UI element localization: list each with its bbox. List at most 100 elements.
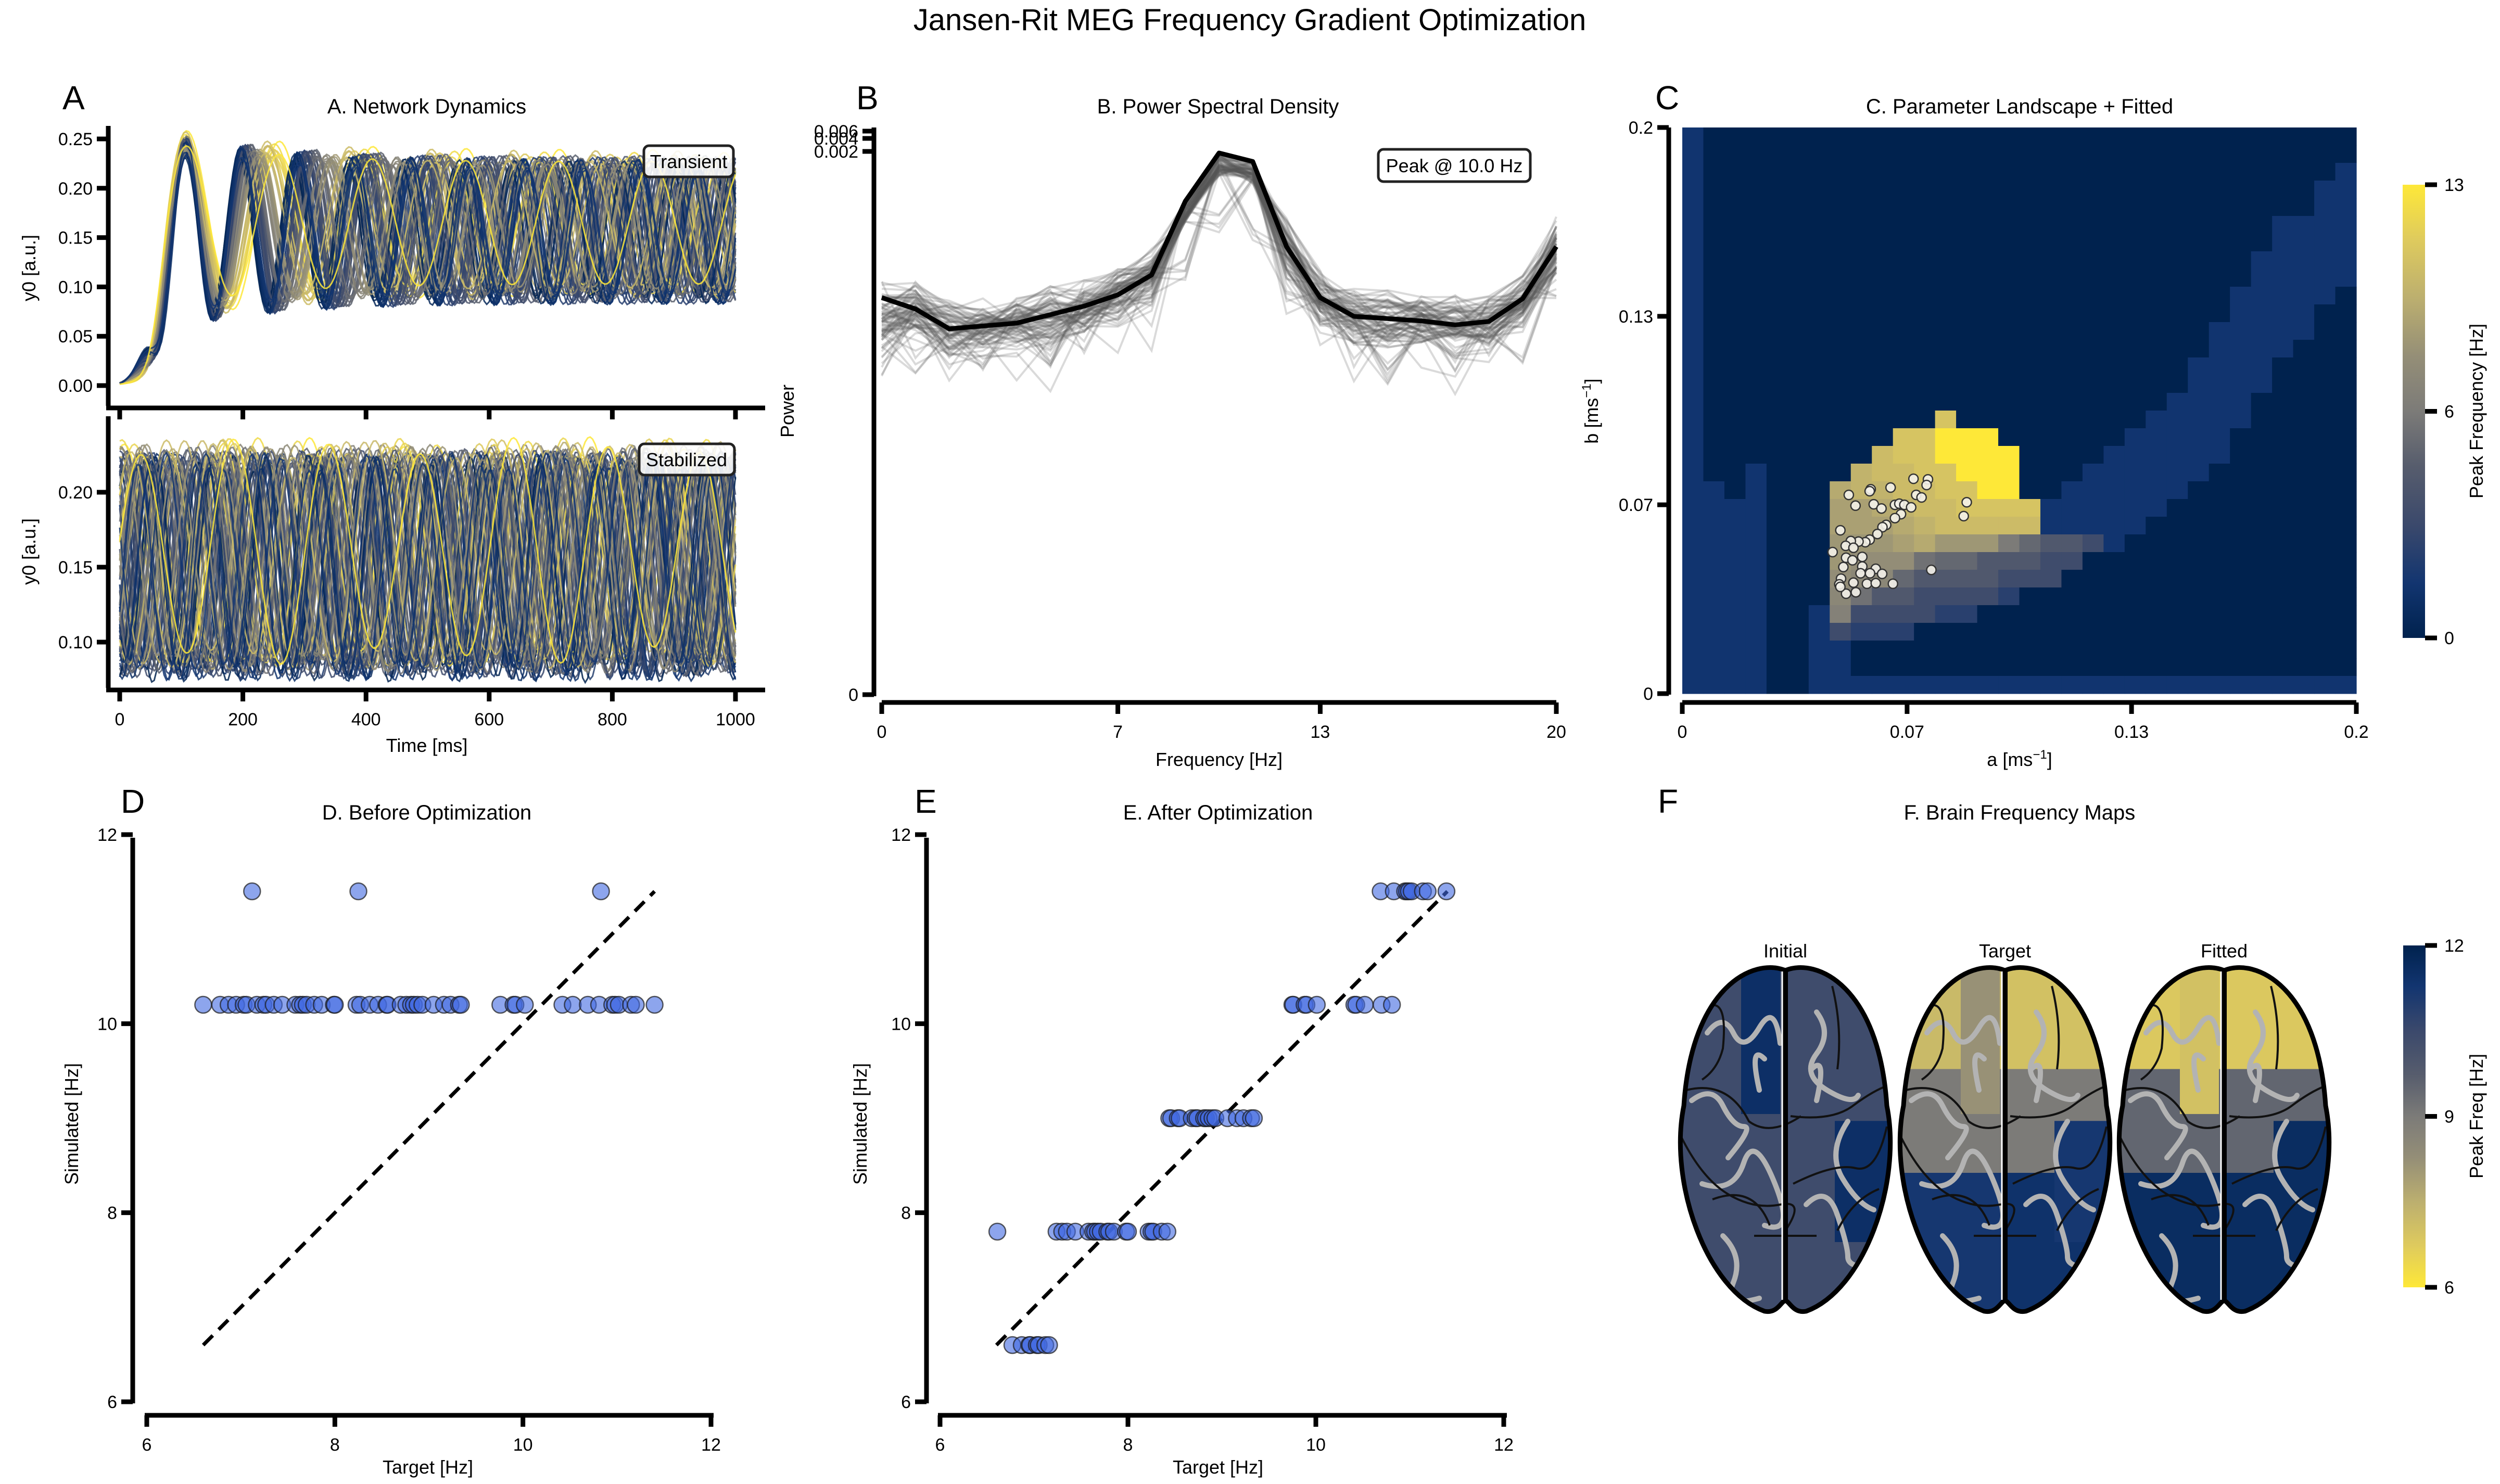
- heatmap-cell: [1703, 428, 1725, 446]
- fitted-point: [1848, 542, 1859, 554]
- psd-trace: [881, 165, 1557, 360]
- e-scatter-points: [988, 882, 1456, 1354]
- a2-y-label: y0 [a.u.]: [18, 518, 40, 585]
- heatmap-cell: [2272, 534, 2294, 553]
- heatmap-cell: [2335, 340, 2357, 358]
- heatmap-cell: [2103, 534, 2125, 553]
- heatmap-cell: [2314, 322, 2336, 340]
- heatmap-cell: [1787, 446, 1809, 464]
- heatmap-cell: [1914, 375, 1936, 393]
- heatmap-cell: [2019, 534, 2041, 553]
- psd-trace: [881, 165, 1557, 386]
- heatmap-cell: [1724, 481, 1746, 500]
- a2-xtick-label: 400: [351, 710, 381, 730]
- heatmap-cell: [1787, 393, 1809, 411]
- psd-trace: [881, 168, 1557, 364]
- heatmap-cell: [2335, 428, 2357, 446]
- heatmap-cell: [2124, 481, 2146, 500]
- fitted-point: [1850, 500, 1861, 511]
- heatmap-cell: [2103, 234, 2125, 252]
- heatmap-cell: [1977, 127, 1999, 146]
- heatmap-cell: [1682, 464, 1704, 482]
- a2-y-ticks: 0.10 0.15 0.20: [58, 483, 108, 653]
- psd-trace: [881, 162, 1557, 373]
- heatmap-cell: [1745, 446, 1767, 464]
- heatmap-cell: [2061, 216, 2083, 234]
- heatmap-cell: [1977, 145, 1999, 163]
- heatmap-cell: [1808, 322, 1830, 340]
- heatmap-cell: [2188, 464, 2210, 482]
- heatmap-cell: [2019, 517, 2041, 535]
- heatmap-cell: [2082, 393, 2104, 411]
- heatmap-cell: [1956, 340, 1978, 358]
- heatmap-cell: [2146, 322, 2167, 340]
- heatmap-cell: [1872, 234, 1894, 252]
- heatmap-cell: [1724, 269, 1746, 287]
- heatmap-cell: [1830, 269, 1851, 287]
- psd-trace: [881, 167, 1557, 366]
- psd-trace: [881, 162, 1557, 331]
- heatmap-cell: [2146, 269, 2167, 287]
- heatmap-cell: [2188, 322, 2210, 340]
- heatmap-cell: [2082, 428, 2104, 446]
- heatmap-cell: [2335, 623, 2357, 641]
- heatmap-cell: [1935, 517, 1957, 535]
- fitted-point: [1838, 561, 1849, 573]
- heatmap-cell: [2230, 198, 2252, 216]
- heatmap-cell: [2103, 481, 2125, 500]
- heatmap-cell: [1766, 446, 1788, 464]
- heatmap-cell: [1724, 181, 1746, 199]
- psd-trace: [881, 164, 1557, 332]
- c-xtick-label: 0.07: [1890, 722, 1924, 742]
- heatmap-cell: [1850, 411, 1872, 429]
- heatmap-cell: [2314, 216, 2336, 234]
- heatmap-cell: [2335, 304, 2357, 323]
- stabilized-trace: [119, 446, 737, 673]
- heatmap-cell: [1724, 287, 1746, 305]
- heatmap-cell: [1682, 181, 1704, 199]
- fitted-point: [1872, 528, 1883, 540]
- panel-letter-f: F: [1658, 783, 1678, 820]
- a2-xtick-label: 1000: [716, 710, 755, 730]
- heatmap-cell: [2166, 181, 2188, 199]
- fitted-point: [1926, 565, 1937, 575]
- heatmap-cell: [2251, 216, 2273, 234]
- b-ytick-label: 0.006: [814, 122, 858, 142]
- heatmap-cell: [2209, 287, 2230, 305]
- heatmap-cell: [1745, 587, 1767, 606]
- heatmap-cell: [2293, 464, 2315, 482]
- heatmap-cell: [2293, 163, 2315, 181]
- heatmap-cell: [1998, 145, 2020, 163]
- heatmap-cell: [2019, 570, 2041, 588]
- heatmap-cell: [2272, 287, 2294, 305]
- heatmap-cell: [2166, 304, 2188, 323]
- heatmap-cell: [2082, 304, 2104, 323]
- heatmap-cell: [2188, 570, 2210, 588]
- heatmap-cell: [1766, 251, 1788, 270]
- heatmap-cell: [2188, 127, 2210, 146]
- heatmap-cell: [1893, 234, 1914, 252]
- heatmap-cell: [2061, 251, 2083, 270]
- heatmap-cell: [1977, 322, 1999, 340]
- heatmap-cell: [1977, 464, 1999, 482]
- heatmap-cell: [2103, 587, 2125, 606]
- heatmap-cell: [1787, 570, 1809, 588]
- heatmap-cell: [1935, 428, 1957, 446]
- heatmap-cell: [1977, 605, 1999, 623]
- brain-outline: [1897, 965, 2113, 1314]
- heatmap-cell: [2188, 181, 2210, 199]
- heatmap-cell: [1998, 251, 2020, 270]
- heatmap-cell: [2166, 340, 2188, 358]
- heatmap-cell: [1808, 534, 1830, 553]
- heatmap-cell: [1830, 641, 1851, 659]
- heatmap-cell: [1914, 287, 1936, 305]
- heatmap-cell: [1956, 570, 1978, 588]
- heatmap-cell: [1893, 287, 1914, 305]
- heatmap-cell: [1787, 198, 1809, 216]
- heatmap-cell: [1766, 287, 1788, 305]
- heatmap-cell: [1703, 464, 1725, 482]
- heatmap-cell: [2209, 481, 2230, 500]
- heatmap-cell: [2061, 658, 2083, 676]
- heatmap-cell: [2146, 481, 2167, 500]
- heatmap-cell: [1935, 570, 1957, 588]
